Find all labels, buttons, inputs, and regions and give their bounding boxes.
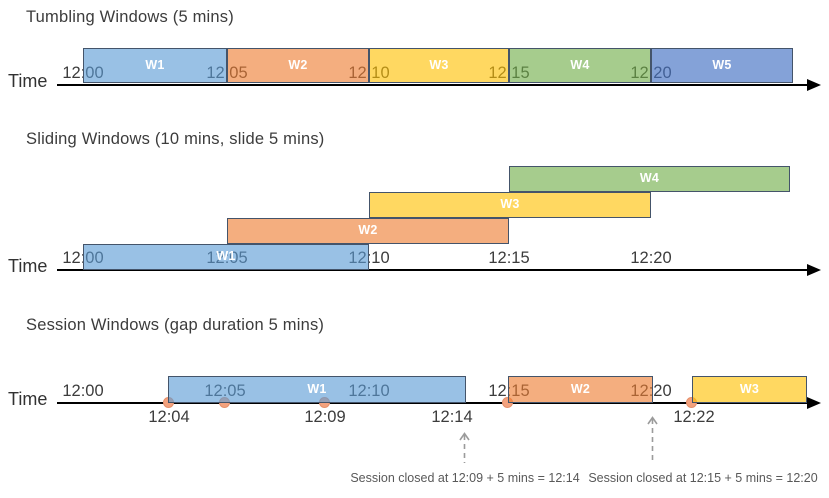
sliding-axis-label: Time — [8, 256, 48, 276]
session-axis-label: Time — [8, 389, 48, 409]
session-window-w2: W2 — [508, 376, 653, 403]
event-time-1222: 12:22 — [673, 408, 715, 426]
axis-arrowhead-icon — [807, 264, 821, 276]
window-label: W3 — [500, 197, 520, 211]
tumbling-axis-label: Time — [8, 71, 48, 91]
tumbling-window-w1: W1 — [83, 48, 227, 83]
sliding-tick-1220: 12:20 — [630, 249, 672, 267]
close-time-1214: 12:14 — [431, 408, 473, 426]
window-label: W1 — [145, 57, 165, 72]
sliding-window-w3: W3 — [369, 192, 651, 218]
window-label: W2 — [288, 57, 308, 72]
tumbling-window-w3: W3 — [369, 48, 509, 83]
window-label: W2 — [570, 381, 591, 396]
session-window-w3: W3 — [692, 376, 807, 403]
window-label: W5 — [712, 57, 732, 72]
up-arrow-icon — [647, 416, 658, 463]
session-close-annotation-1: Session closed at 12:09 + 5 mins = 12:14 — [350, 471, 580, 485]
session-window-w1: W1 — [168, 376, 466, 403]
session-tick-1200: 12:00 — [62, 382, 104, 400]
window-label: W3 — [739, 381, 760, 396]
tumbling-axis-line — [57, 84, 809, 86]
sliding-tick-1215: 12:15 — [488, 249, 530, 267]
window-label: W4 — [639, 171, 660, 185]
tumbling-window-w2: W2 — [227, 48, 369, 83]
session-axis-line — [57, 402, 809, 404]
event-time-1204: 12:04 — [148, 408, 190, 426]
axis-arrowhead-icon — [807, 397, 821, 409]
sliding-window-w4: W4 — [509, 166, 790, 192]
tumbling-section-title: Tumbling Windows (5 mins) — [26, 8, 234, 26]
sliding-axis-line — [57, 269, 809, 271]
window-label: W3 — [429, 57, 449, 72]
tumbling-window-w4: W4 — [509, 48, 651, 83]
window-label: W4 — [570, 57, 590, 72]
axis-arrowhead-icon — [807, 79, 821, 91]
session-section-title: Session Windows (gap duration 5 mins) — [26, 316, 325, 334]
window-label: W1 — [307, 381, 327, 396]
sliding-section-title: Sliding Windows (10 mins, slide 5 mins) — [26, 130, 325, 148]
sliding-window-w1: W1 — [83, 244, 369, 270]
window-label: W2 — [358, 223, 378, 237]
session-close-annotation-2: Session closed at 12:15 + 5 mins = 12:20 — [588, 471, 818, 485]
tumbling-window-w5: W5 — [651, 48, 793, 83]
window-label: W1 — [216, 249, 236, 263]
event-time-1209: 12:09 — [304, 408, 346, 426]
sliding-window-w2: W2 — [227, 218, 509, 244]
up-arrow-icon — [459, 432, 470, 463]
